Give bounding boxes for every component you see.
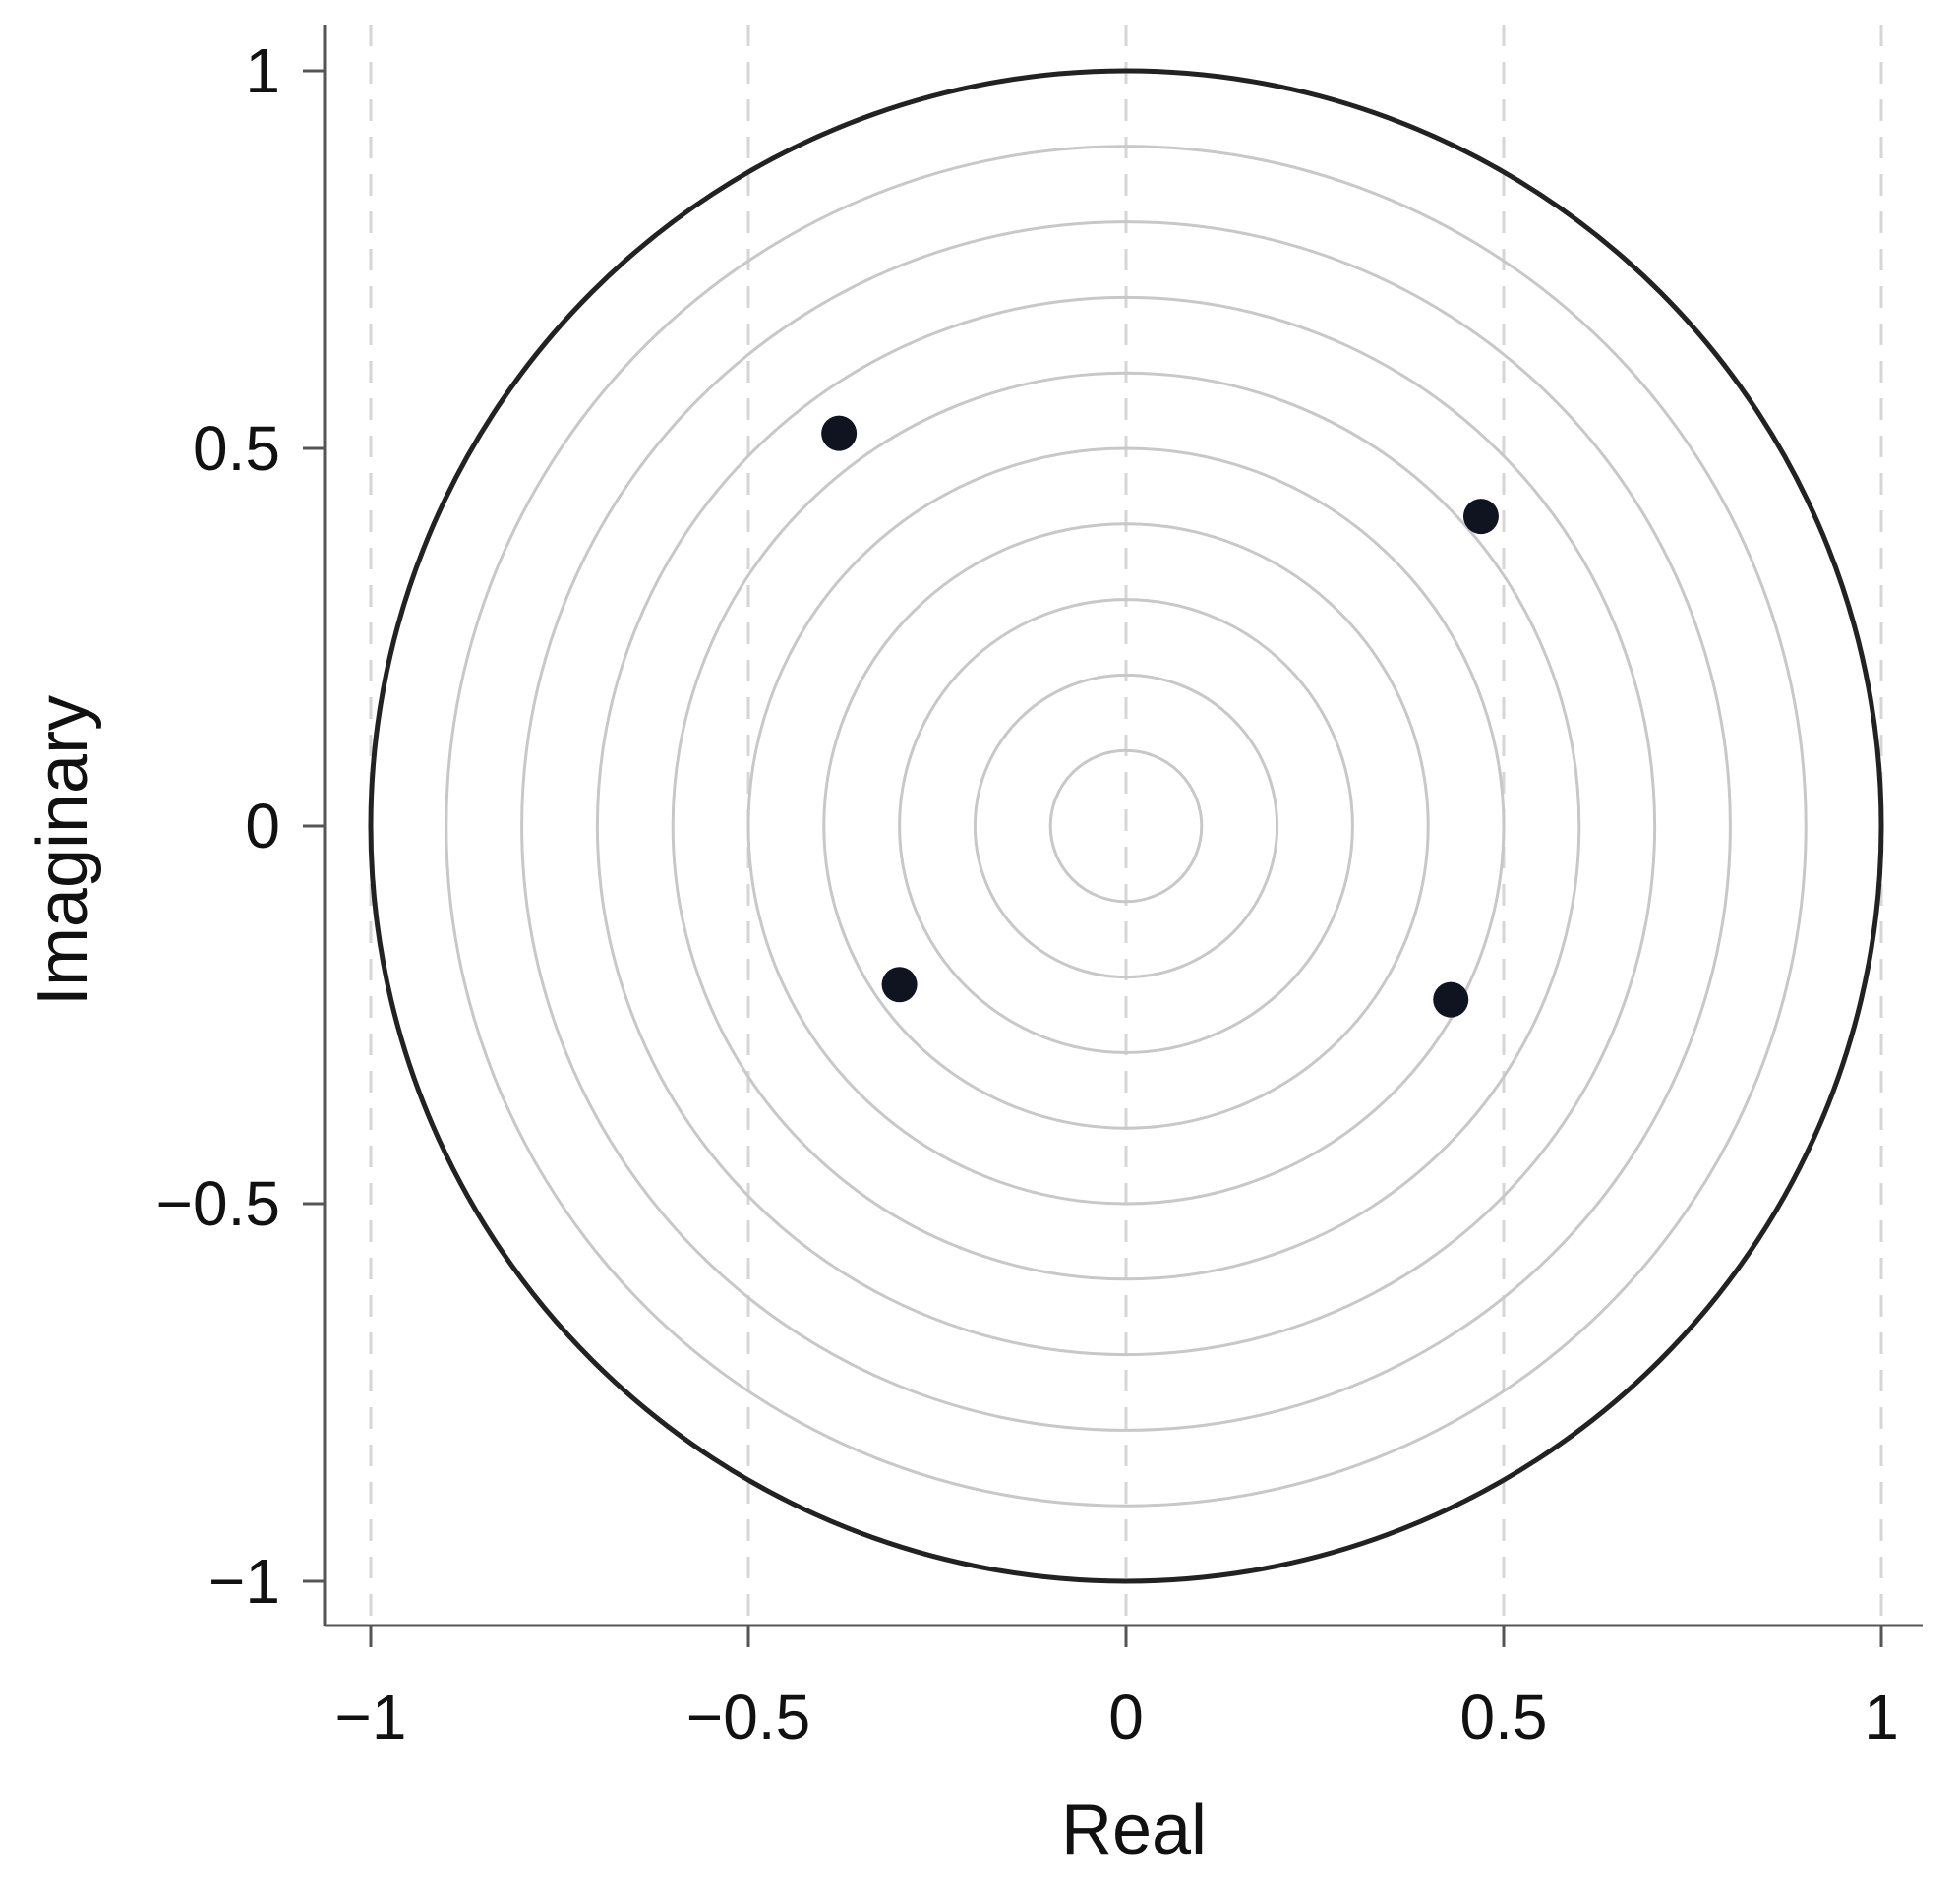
data-point-2 bbox=[881, 967, 918, 1003]
concentric-circle-2 bbox=[898, 598, 1354, 1054]
data-points bbox=[821, 415, 1499, 1018]
x-tick-label: −1 bbox=[335, 1682, 407, 1752]
concentric-circle-6 bbox=[595, 295, 1657, 1357]
y-tick-label: 1 bbox=[245, 35, 280, 106]
data-point-0 bbox=[821, 415, 858, 451]
concentric-circle-3 bbox=[822, 522, 1430, 1130]
x-tick-label: 0 bbox=[1108, 1682, 1144, 1752]
x-axis-title: Real bbox=[1061, 1791, 1207, 1869]
concentric-circle-5 bbox=[671, 371, 1581, 1281]
concentric-circles bbox=[445, 145, 1808, 1508]
data-point-3 bbox=[1433, 981, 1469, 1018]
y-axis-title: Imaginary bbox=[24, 695, 102, 1006]
unit-circle bbox=[368, 68, 1884, 1584]
concentric-circle-1 bbox=[973, 673, 1279, 979]
y-tick-label: 0 bbox=[245, 791, 280, 861]
y-tick-label: −1 bbox=[208, 1546, 280, 1617]
concentric-circle-0 bbox=[1048, 748, 1204, 904]
y-tick-label: −0.5 bbox=[156, 1168, 280, 1239]
concentric-circle-8 bbox=[445, 145, 1808, 1508]
x-tick-label: 1 bbox=[1864, 1682, 1899, 1752]
x-tick-label: −0.5 bbox=[686, 1682, 810, 1752]
axes bbox=[323, 25, 1923, 1627]
y-ticks: 1 0.5 0 −0.5 −1 bbox=[156, 35, 325, 1617]
concentric-circle-4 bbox=[746, 446, 1506, 1206]
x-ticks: −1 −0.5 0 0.5 1 bbox=[335, 1626, 1899, 1752]
x-tick-label: 0.5 bbox=[1460, 1682, 1548, 1752]
data-point-1 bbox=[1462, 499, 1499, 535]
y-tick-label: 0.5 bbox=[193, 413, 280, 484]
concentric-circle-7 bbox=[520, 220, 1732, 1432]
